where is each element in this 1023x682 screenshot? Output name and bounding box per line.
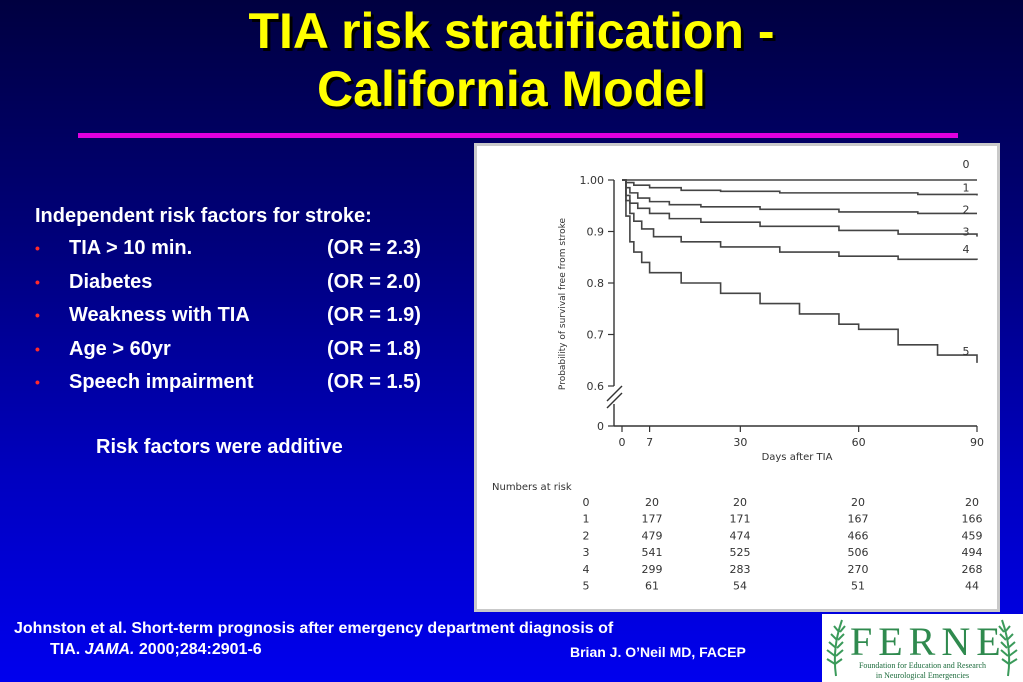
citation-line-2-start: TIA. [50, 641, 85, 658]
risk-count-value: 494 [962, 546, 983, 559]
survival-curve-line [622, 179, 978, 237]
risk-count-value: 20 [851, 496, 865, 509]
survival-curve-line [622, 179, 978, 363]
title-line-2: California Model [317, 61, 706, 117]
x-tick-label: 60 [852, 436, 866, 449]
risk-count-value: 166 [962, 513, 983, 526]
list-item: • TIA > 10 min. (OR = 2.3) [35, 235, 421, 269]
risk-count-value: 268 [962, 563, 983, 576]
x-tick-label: 0 [619, 436, 626, 449]
risk-count-value: 466 [848, 529, 869, 542]
citation: Johnston et al. Short-term prognosis aft… [14, 618, 613, 660]
list-item: • Diabetes (OR = 2.0) [35, 269, 421, 303]
survival-curve-line [622, 179, 978, 196]
bullet-icon: • [35, 307, 40, 323]
citation-journal: JAMA. [84, 641, 135, 658]
y-axis-label: Probability of survival free from stroke [558, 217, 568, 390]
risk-factor-odds: (OR = 1.8) [327, 337, 421, 360]
axis-break-mark [606, 392, 623, 409]
risk-score-label: 3 [583, 546, 590, 559]
risk-count-value: 51 [851, 580, 865, 593]
bullet-icon: • [35, 240, 40, 256]
bullet-icon: • [35, 273, 40, 290]
risk-score-label: 2 [583, 529, 590, 542]
y-tick-label: 0.7 [587, 329, 605, 342]
risk-count-value: 541 [642, 546, 663, 559]
risk-factor-name: TIA > 10 min. [69, 237, 193, 259]
risk-score-label: 5 [583, 580, 590, 593]
y-tick-label: 0.8 [587, 277, 605, 290]
risk-count-value: 44 [965, 580, 979, 593]
author-credit: Brian J. O’Neil MD, FACEP [570, 644, 746, 660]
list-item: • Speech impairment (OR = 1.5) [35, 369, 421, 403]
risk-score-label: 0 [583, 496, 590, 509]
series-label: 0 [963, 158, 970, 171]
x-tick-label: 30 [733, 436, 747, 449]
risk-count-value: 20 [645, 496, 659, 509]
risk-factor-name: Age > 60yr [69, 337, 171, 360]
risk-score-label: 4 [583, 563, 590, 576]
series-label: 2 [963, 203, 970, 216]
list-item: • Weakness with TIA (OR = 1.9) [35, 302, 421, 336]
risk-count-value: 167 [848, 513, 869, 526]
risk-score-label: 1 [583, 513, 590, 526]
survival-figure: 0 0.6 0.7 0.8 0.9 1.00 0 7 30 60 90 Days after TIA P… [474, 143, 1000, 612]
x-axis-label: Days after TIA [762, 452, 833, 463]
citation-line-2: TIA. JAMA. 2000;284:2901-6 [14, 639, 613, 660]
numbers-at-risk-title: Numbers at risk [492, 482, 572, 493]
x-tick-label: 7 [646, 436, 653, 449]
bullet-icon: • [35, 374, 40, 390]
risk-factor-name: Speech impairment [69, 371, 254, 393]
risk-count-value: 506 [848, 546, 869, 559]
ferne-logo: FERNE Foundation for Education and Resea… [822, 614, 1023, 682]
y-tick-label: 0 [597, 420, 604, 433]
risk-count-value: 283 [730, 563, 751, 576]
series-label: 5 [963, 345, 970, 358]
risk-count-value: 474 [730, 529, 751, 542]
survival-curve-line [622, 179, 977, 215]
risk-count-value: 299 [642, 563, 663, 576]
risk-count-value: 54 [733, 580, 747, 593]
fern-leaf-icon [826, 619, 1018, 677]
title-underline [78, 133, 958, 138]
series-label: 4 [963, 243, 970, 256]
logo-subtitle-2: in Neurological Emergencies [875, 671, 970, 680]
risk-count-value: 171 [730, 513, 751, 526]
risk-count-value: 20 [965, 496, 979, 509]
risk-count-value: 20 [733, 496, 747, 509]
bullet-icon: • [35, 340, 40, 357]
risk-count-value: 459 [962, 529, 983, 542]
additive-note: Risk factors were additive [96, 436, 343, 458]
series-label: 1 [963, 181, 970, 194]
risk-factor-name: Weakness with TIA [69, 304, 250, 326]
risk-factor-name: Diabetes [69, 270, 153, 293]
logo-subtitle-1: Foundation for Education and Research [858, 661, 987, 670]
risk-count-value: 61 [645, 580, 659, 593]
citation-line-2-end: 2000;284:2901-6 [134, 641, 262, 658]
risk-factor-odds: (OR = 1.9) [327, 304, 421, 326]
risk-factor-odds: (OR = 1.5) [327, 371, 421, 393]
risk-count-value: 479 [642, 529, 663, 542]
y-tick-label: 0.6 [587, 380, 605, 393]
risk-count-value: 270 [848, 563, 869, 576]
logo-wordmark: FERNE [850, 619, 1007, 664]
citation-line-1: Johnston et al. Short-term prognosis aft… [14, 620, 614, 637]
x-tick-label: 90 [970, 436, 984, 449]
axis-break-mark [606, 385, 623, 402]
risk-factor-panel: Independent risk factors for stroke: • TI… [35, 203, 421, 403]
slide-title: TIA risk stratification - California Mod… [0, 2, 1023, 118]
survival-curve-line [622, 179, 978, 261]
title-line-1: TIA risk stratification - [248, 3, 775, 59]
risk-heading: Independent risk factors for stroke: [35, 205, 372, 227]
risk-count-value: 177 [642, 513, 663, 526]
risk-factor-list: • TIA > 10 min. (OR = 2.3) • Diabetes (OR = … [35, 235, 421, 403]
y-tick-label: 1.00 [580, 174, 605, 187]
risk-factor-odds: (OR = 2.0) [327, 270, 421, 293]
risk-count-value: 525 [730, 546, 751, 559]
y-tick-label: 0.9 [587, 226, 605, 239]
risk-factor-odds: (OR = 2.3) [327, 237, 421, 259]
series-label: 3 [963, 226, 970, 239]
list-item: • Age > 60yr (OR = 1.8) [35, 336, 421, 370]
